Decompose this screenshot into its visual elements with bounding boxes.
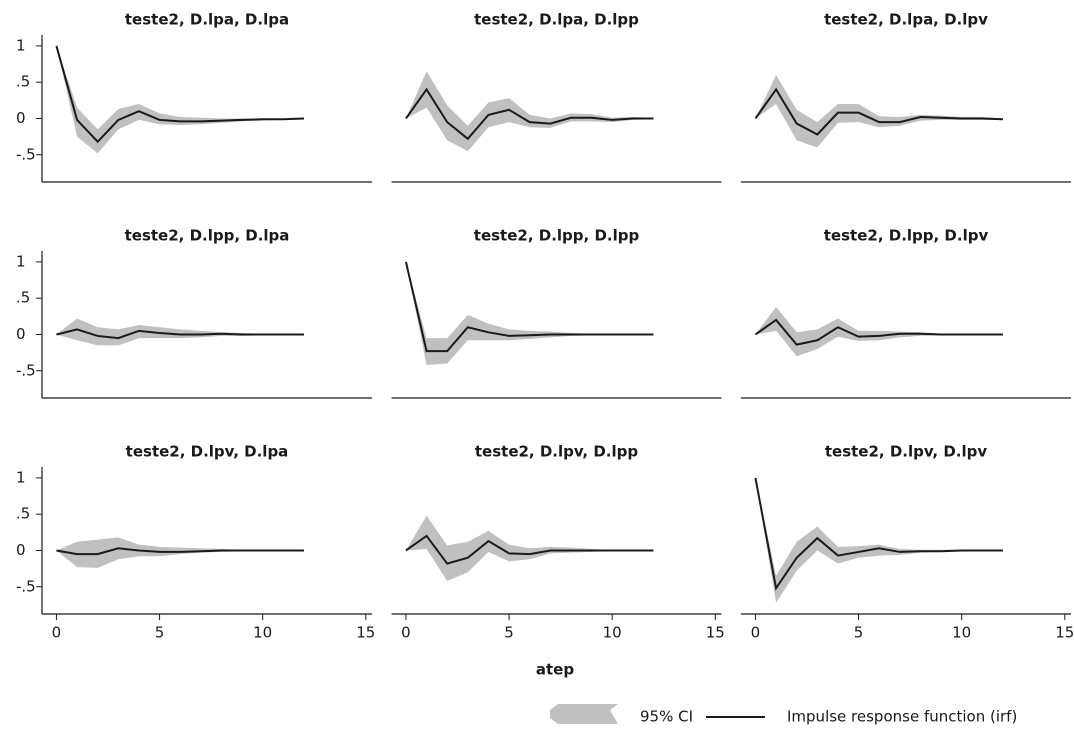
x-tick-label: 15 (706, 624, 725, 642)
ci-band (405, 71, 654, 152)
panel-title: teste2, D.lpv, D.lpp (475, 443, 639, 461)
y-tick-label: -.5 (16, 145, 36, 163)
legend-label: 95% CI (640, 708, 693, 726)
x-tick-label: 10 (952, 624, 971, 642)
y-tick-label: 0 (16, 541, 26, 559)
panel-title: teste2, D.lpa, D.lpv (824, 11, 988, 29)
x-tick-label: 10 (253, 624, 272, 642)
x-tick-label: 10 (603, 624, 622, 642)
x-tick-label: 5 (155, 624, 165, 642)
y-tick-label: -.5 (16, 577, 36, 595)
legend-band (550, 704, 618, 724)
panel-title: teste2, D.lpv, D.lpv (825, 443, 988, 461)
x-axis-label: atep (536, 661, 574, 679)
x-tick-label: 0 (401, 624, 411, 642)
ci-band (755, 477, 1003, 603)
irf-line (55, 45, 304, 144)
ci-band (755, 74, 1003, 148)
irf-line (56, 547, 304, 556)
panel-title: teste2, D.lpp, D.lpv (824, 227, 989, 245)
panel-title: teste2, D.lpp, D.lpp (474, 227, 640, 245)
irf-line (56, 328, 304, 340)
irf-line (405, 534, 654, 565)
irf-line (754, 477, 1003, 591)
irf-line (754, 318, 1003, 346)
y-tick-label: 1 (16, 252, 26, 270)
y-tick-label: -.5 (16, 361, 36, 379)
panel-title: teste2, D.lpp, D.lpa (125, 227, 290, 245)
x-tick-label: 15 (356, 624, 375, 642)
ci-band (56, 318, 304, 346)
ci-band (755, 306, 1003, 357)
y-tick-label: 1 (16, 36, 26, 54)
y-tick-label: .5 (16, 73, 30, 91)
y-tick-label: .5 (16, 289, 30, 307)
irf-line (405, 87, 654, 141)
ci-band (56, 45, 304, 154)
y-tick-label: 1 (16, 468, 26, 486)
ci-band (405, 515, 654, 581)
x-tick-label: 15 (1055, 624, 1074, 642)
legend-label: Impulse response function (irf) (787, 708, 1017, 726)
panel-title: teste2, D.lpa, D.lpp (474, 11, 639, 29)
x-tick-label: 5 (854, 624, 864, 642)
x-tick-label: 0 (751, 624, 761, 642)
ci-band (405, 261, 654, 365)
irf-line (754, 87, 1003, 136)
x-tick-label: 0 (52, 624, 62, 642)
irf-line (404, 261, 654, 353)
y-tick-label: .5 (16, 505, 30, 523)
panel-title: teste2, D.lpa, D.lpa (125, 11, 289, 29)
y-tick-label: 0 (16, 109, 26, 127)
x-tick-label: 5 (504, 624, 514, 642)
panel-title: teste2, D.lpv, D.lpa (126, 443, 289, 461)
y-tick-label: 0 (16, 325, 26, 343)
